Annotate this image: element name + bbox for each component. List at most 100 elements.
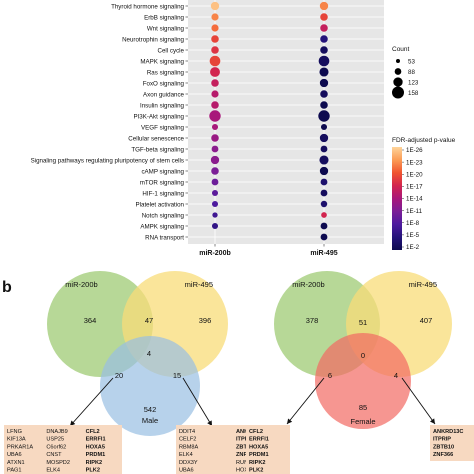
gene-label: DDIT4 — [179, 429, 195, 435]
gene-label: ITPRIP — [236, 437, 254, 443]
region-count: 378 — [306, 316, 319, 325]
arrow-head — [287, 418, 293, 424]
x-tick-label: miR-200b — [199, 250, 231, 257]
gene-label: PAG1 — [7, 468, 22, 474]
size-legend-label: 123 — [408, 79, 419, 86]
size-legend-title: Count — [392, 46, 410, 53]
y-tick-label: Ras signaling — [147, 69, 185, 76]
region-count: 51 — [359, 318, 367, 327]
gene-label: PRDM1 — [86, 452, 106, 458]
gene-label: CELF2 — [179, 437, 196, 443]
dot-miR-200b-19 — [212, 212, 218, 218]
gene-label: UBA6 — [7, 452, 22, 458]
gene-label: PRDM1 — [249, 452, 269, 458]
color-tick-label: 1E-14 — [406, 196, 423, 203]
gene-label: ZBTB10 — [433, 444, 454, 450]
dot-miR-495-15 — [319, 166, 329, 176]
dot-miR-200b-14 — [210, 155, 220, 165]
dot-miR-200b-9 — [211, 101, 219, 109]
size-legend-label: 53 — [408, 58, 415, 65]
set-label: miR-495 — [185, 280, 213, 289]
y-tick-label: Cell cycle — [158, 47, 185, 54]
y-tick-label: Platelet activation — [136, 201, 185, 208]
gene-label: RUNX3 — [236, 460, 255, 466]
color-tick-label: 1E-2 — [406, 244, 420, 251]
arrow-line — [286, 377, 325, 425]
region-count: 4 — [147, 349, 151, 358]
color-bar — [392, 147, 402, 250]
gene-label: LFNG — [7, 429, 22, 435]
dot-miR-200b-16 — [211, 178, 219, 186]
color-tick-label: 1E-17 — [406, 184, 423, 191]
arrow-line — [69, 377, 114, 427]
y-tick-label: Insulin signaling — [140, 102, 185, 109]
gene-label: RIPK2 — [249, 460, 265, 466]
size-legend-label: 88 — [408, 69, 415, 76]
gene-label: ELK4 — [46, 468, 60, 474]
gene-label: DNAJB9 — [46, 429, 67, 435]
gene-box — [430, 425, 474, 461]
gene-label: CFL2 — [249, 429, 263, 435]
venn-circle-male — [100, 336, 200, 436]
panel-a-dotplot: Thyroid hormone signaling ErbB signaling W… — [31, 0, 456, 257]
dot-miR-200b-12 — [211, 134, 219, 142]
dot-miR-200b-7 — [211, 79, 219, 87]
arrow-head — [70, 420, 76, 426]
dot-miR-200b-10 — [209, 110, 221, 122]
dot-miR-495-13 — [320, 145, 328, 153]
gene-label: HOXA5 — [236, 468, 255, 474]
region-count: 364 — [84, 316, 97, 325]
y-tick-label: AMPK signaling — [140, 223, 184, 230]
y-tick-label: Cellular senescence — [128, 135, 184, 142]
region-count: 407 — [420, 316, 433, 325]
color-legend-title: FDR-adjusted p-value — [392, 137, 456, 144]
dot-miR-200b-6 — [210, 67, 220, 77]
dot-miR-495-6 — [319, 67, 329, 77]
set-label: miR-495 — [409, 280, 437, 289]
dot-miR-495-11 — [320, 123, 328, 131]
gene-label: KIF13A — [7, 437, 26, 443]
y-tick-label: ErbB signaling — [144, 14, 184, 21]
gene-label: C6orf62 — [46, 444, 66, 450]
dot-miR-200b-4 — [211, 46, 219, 54]
y-tick-label: TGF-beta signaling — [131, 146, 184, 153]
dot-miR-495-21 — [320, 233, 328, 241]
dot-miR-495-5 — [318, 55, 330, 67]
y-tick-label: VEGF signaling — [141, 124, 185, 131]
venn-female: miR-200b miR-495 Female 378 407 51 0 6 4 85 CFL2 ER… — [246, 271, 474, 474]
dot-miR-200b-1 — [211, 13, 219, 21]
set-label: Female — [350, 417, 375, 426]
size-legend-dot — [394, 68, 402, 75]
region-count: 542 — [144, 405, 157, 414]
gene-label: ZNF366 — [433, 452, 453, 458]
dot-miR-200b-20 — [211, 222, 219, 230]
y-tick-label: cAMP signaling — [141, 168, 184, 175]
size-legend-dot — [392, 86, 404, 99]
y-tick-label: HIF-1 signaling — [142, 190, 184, 197]
dot-miR-200b-0 — [210, 1, 220, 11]
region-count: 396 — [199, 316, 212, 325]
arrow-line — [182, 377, 213, 427]
panel-b-label: b — [2, 279, 12, 296]
gene-label: ELK4 — [179, 452, 193, 458]
set-label: Male — [142, 416, 158, 425]
dot-miR-495-1 — [320, 13, 328, 21]
panel-b-venns: miR-200b miR-495 Male 364 396 47 4 20 15 542 LFNG K… — [4, 271, 474, 474]
gene-label: UBA6 — [179, 468, 194, 474]
dot-miR-495-3 — [320, 35, 328, 43]
y-tick-label: Wnt signaling — [147, 25, 185, 32]
gene-label: ITPRIP — [433, 437, 451, 443]
y-tick-label: Signaling pathways regulating pluripoten… — [31, 157, 184, 164]
gene-label: HOXA5 — [249, 444, 268, 450]
size-legend-dot — [396, 59, 400, 63]
dot-miR-495-18 — [320, 200, 328, 208]
gene-label: ANKRD13C — [433, 429, 463, 435]
x-tick-label: miR-495 — [310, 250, 337, 257]
region-count: 85 — [359, 403, 367, 412]
arrow-line — [401, 377, 436, 425]
gene-label: PLK2 — [249, 468, 263, 474]
dot-miR-200b-11 — [211, 123, 219, 131]
gene-label: RBM8A — [179, 444, 199, 450]
dot-miR-200b-18 — [211, 200, 219, 208]
gene-label: CNST — [46, 452, 62, 458]
